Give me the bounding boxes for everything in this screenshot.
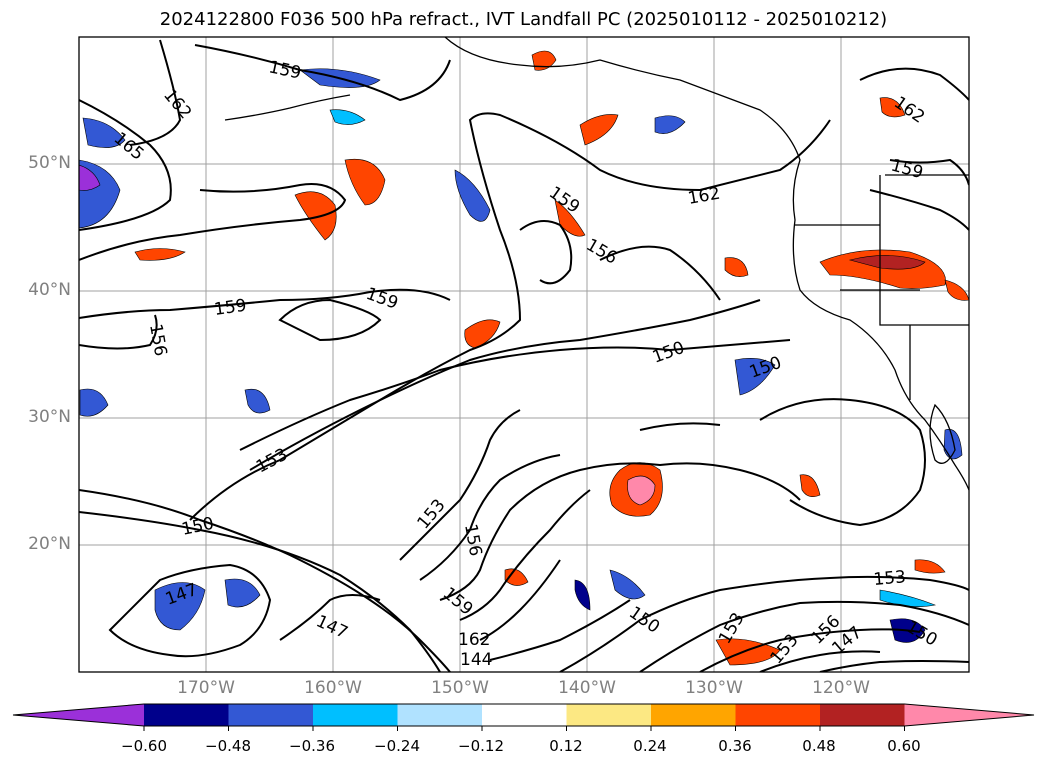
lat-label-50: 50°N — [28, 153, 71, 173]
lon-label-160w: 160°W — [304, 678, 362, 698]
lat-label-40: 40°N — [28, 280, 71, 300]
lon-label-140w: 140°W — [558, 678, 616, 698]
colorbar-tick: 0.36 — [718, 737, 752, 755]
graticule — [79, 37, 969, 672]
colorbar-segment — [482, 704, 567, 726]
lon-label-170w: 170°W — [177, 678, 235, 698]
colorbar-tick: −0.60 — [121, 737, 167, 755]
lon-label-150w: 150°W — [431, 678, 489, 698]
colorbar-tick: −0.36 — [289, 737, 335, 755]
colorbar-tick: −0.12 — [458, 737, 504, 755]
colorbar-segment — [313, 704, 398, 726]
contour-label: 162 — [458, 630, 490, 650]
lon-label-130w: 130°W — [685, 678, 743, 698]
lat-label-30: 30°N — [28, 407, 71, 427]
contour-label: 153 — [873, 567, 907, 590]
contour-label: 159 — [213, 296, 248, 320]
colorbar-segment — [566, 704, 652, 726]
colorbar-segment — [820, 704, 905, 726]
refractivity-contours — [79, 39, 969, 672]
colorbar-extend-high — [904, 704, 1034, 726]
coastlines — [224, 37, 969, 491]
colorbar — [12, 703, 1035, 731]
colorbar-segment — [397, 704, 483, 726]
map-panel: 159 162 165 162 159 162 159 156 159 156 … — [79, 37, 969, 672]
lon-label-120w: 120°W — [812, 678, 870, 698]
map-title: 2024122800 F036 500 hPa refract., IVT La… — [159, 9, 888, 30]
colorbar-segment — [144, 704, 229, 726]
colorbar-tick: −0.24 — [374, 737, 420, 755]
colorbar-segment — [735, 704, 821, 726]
map-border — [78, 36, 970, 673]
colorbar-tick: 0.24 — [633, 737, 667, 755]
contour-label: 144 — [460, 650, 492, 670]
colorbar-tick: 0.48 — [802, 737, 836, 755]
colorbar-tick: 0.60 — [887, 737, 921, 755]
ivt-negative-areas — [79, 68, 963, 643]
colorbar-extend-low — [13, 704, 144, 726]
colorbar-segment — [651, 704, 736, 726]
colorbar-tick: 0.12 — [549, 737, 583, 755]
colorbar-segment — [228, 704, 314, 726]
ivt-positive-areas — [134, 50, 969, 666]
lat-label-20: 20°N — [28, 534, 71, 554]
colorbar-tick: −0.48 — [205, 737, 251, 755]
